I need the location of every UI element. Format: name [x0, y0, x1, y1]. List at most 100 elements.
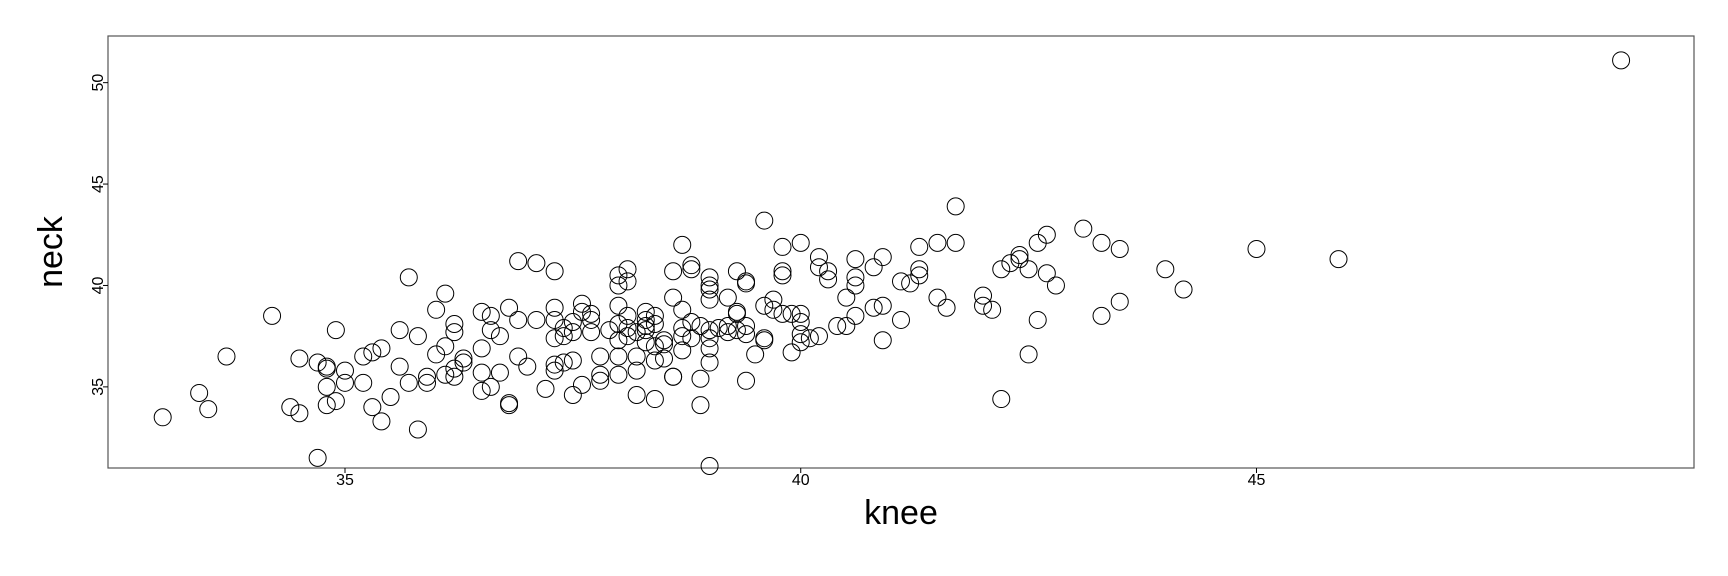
data-point	[618, 272, 637, 291]
data-point	[153, 408, 172, 427]
data-point	[217, 347, 236, 366]
x-tick-label: 35	[336, 472, 354, 489]
data-point	[636, 321, 655, 340]
data-point	[390, 357, 409, 376]
data-point	[335, 373, 354, 392]
data-point	[645, 351, 664, 370]
data-point	[1329, 250, 1348, 269]
data-point	[609, 266, 628, 285]
data-point	[1110, 239, 1129, 258]
data-point	[563, 351, 582, 370]
data-point	[873, 331, 892, 350]
data-point	[472, 339, 491, 358]
data-point	[481, 377, 500, 396]
data-point	[408, 420, 427, 439]
data-point	[591, 365, 610, 384]
data-point	[928, 233, 947, 252]
data-point	[600, 321, 619, 340]
data-point	[199, 400, 218, 419]
y-axis-title: neck	[32, 215, 70, 288]
data-point	[645, 306, 664, 325]
data-points	[153, 51, 1631, 475]
data-point	[317, 396, 336, 415]
data-point	[472, 381, 491, 400]
data-point	[791, 233, 810, 252]
data-point	[737, 274, 756, 293]
data-point	[554, 319, 573, 338]
data-point	[609, 365, 628, 384]
x-axis-ticks: 35 40 45	[336, 468, 1265, 489]
data-point	[737, 317, 756, 336]
data-point	[472, 363, 491, 382]
data-point	[755, 329, 774, 348]
data-point	[500, 394, 519, 413]
data-point	[490, 327, 509, 346]
data-point	[682, 260, 701, 279]
data-point	[399, 373, 418, 392]
data-point	[873, 248, 892, 267]
data-point	[664, 288, 683, 307]
data-point	[1037, 264, 1056, 283]
data-point	[545, 329, 564, 348]
data-point	[773, 237, 792, 256]
data-point	[354, 347, 373, 366]
data-point	[390, 321, 409, 340]
data-point	[582, 304, 601, 323]
data-point	[764, 300, 783, 319]
data-point	[636, 310, 655, 329]
data-point	[509, 347, 528, 366]
data-point	[928, 288, 947, 307]
data-point	[445, 323, 464, 342]
data-point	[609, 331, 628, 350]
data-point	[673, 300, 692, 319]
data-point	[1612, 51, 1631, 70]
data-point	[800, 329, 819, 348]
y-tick-label: 40	[90, 276, 107, 294]
data-point	[618, 306, 637, 325]
data-point	[436, 337, 455, 356]
data-point	[764, 290, 783, 309]
data-point	[609, 347, 628, 366]
data-point	[700, 456, 719, 475]
data-point	[591, 347, 610, 366]
data-point	[481, 306, 500, 325]
data-point	[500, 298, 519, 317]
data-point	[691, 317, 710, 336]
data-point	[536, 379, 555, 398]
data-point	[372, 339, 391, 358]
data-point	[545, 262, 564, 281]
data-point	[582, 323, 601, 342]
data-point	[445, 359, 464, 378]
data-point	[618, 260, 637, 279]
data-point	[354, 373, 373, 392]
data-point	[527, 254, 546, 273]
data-point	[1010, 250, 1029, 269]
data-point	[545, 355, 564, 374]
data-point	[691, 369, 710, 388]
data-point	[290, 349, 309, 368]
data-point	[481, 321, 500, 340]
data-point	[773, 304, 792, 323]
data-point	[582, 310, 601, 329]
data-point	[809, 327, 828, 346]
data-point	[700, 339, 719, 358]
data-point	[1019, 345, 1038, 364]
data-point	[700, 290, 719, 309]
data-point	[691, 396, 710, 415]
data-point	[983, 300, 1002, 319]
data-point	[554, 353, 573, 372]
data-point	[737, 272, 756, 291]
data-point	[609, 276, 628, 295]
data-point	[791, 304, 810, 323]
data-point	[755, 331, 774, 350]
data-point	[673, 319, 692, 338]
data-point	[655, 331, 674, 350]
data-point	[718, 288, 737, 307]
data-point	[700, 280, 719, 299]
data-point	[737, 325, 756, 344]
data-point	[1074, 219, 1093, 238]
data-point	[427, 300, 446, 319]
data-point	[326, 321, 345, 340]
data-point	[664, 262, 683, 281]
